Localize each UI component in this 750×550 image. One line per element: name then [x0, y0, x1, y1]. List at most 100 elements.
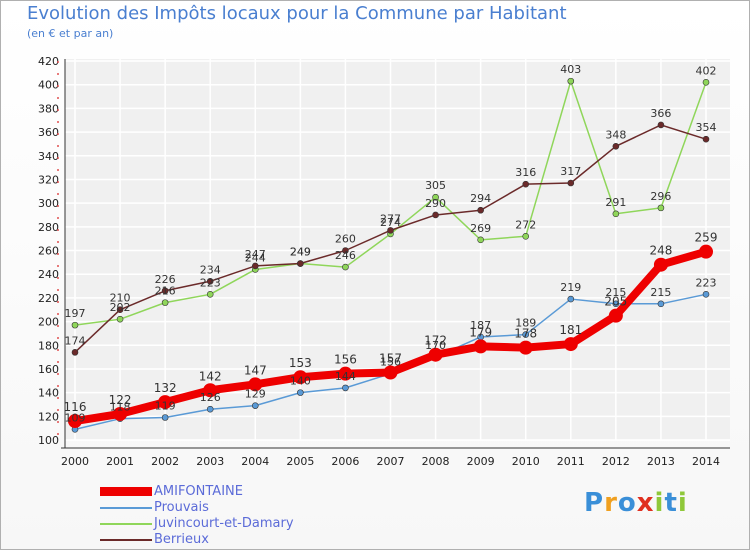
data-point: [702, 135, 710, 143]
data-label: 290: [425, 197, 446, 210]
data-label: 187: [470, 319, 491, 332]
data-label: 223: [200, 276, 221, 289]
data-label: 122: [109, 393, 132, 407]
data-point: [68, 414, 82, 429]
data-label: 316: [515, 166, 536, 179]
data-point: [473, 339, 488, 354]
data-label: 181: [559, 323, 582, 337]
data-point: [116, 315, 124, 323]
data-point: [203, 383, 218, 398]
data-point: [612, 142, 620, 150]
y-tick-label: 240: [38, 268, 59, 281]
y-tick-label: 300: [38, 197, 59, 210]
data-point: [206, 291, 214, 298]
data-label: 170: [425, 339, 446, 352]
data-point: [563, 337, 578, 352]
data-point: [297, 260, 304, 267]
data-label: 403: [560, 63, 581, 76]
x-tick-label: 2007: [377, 455, 405, 468]
data-label: 147: [244, 363, 267, 377]
data-label: 260: [335, 233, 356, 246]
data-point: [653, 257, 668, 272]
legend-swatch-prouvais: [100, 507, 152, 509]
data-point: [567, 295, 575, 303]
data-point: [699, 244, 713, 259]
data-label: 402: [696, 64, 717, 77]
data-label: 272: [515, 218, 536, 231]
data-label: 291: [605, 196, 626, 209]
data-point: [432, 211, 439, 219]
data-label: 153: [289, 356, 312, 370]
data-point: [432, 193, 439, 201]
data-label: 119: [155, 399, 176, 412]
data-point: [702, 79, 710, 86]
data-label: 305: [425, 179, 446, 192]
data-label: 348: [605, 128, 626, 141]
chart-title: Evolution des Impôts locaux pour la Comm…: [27, 3, 567, 24]
data-point: [338, 366, 353, 381]
data-label: 156: [380, 356, 401, 369]
data-point: [161, 299, 169, 306]
y-tick-label: 320: [38, 173, 59, 186]
legend-label-prouvais: Prouvais: [154, 500, 209, 515]
data-label: 126: [200, 391, 221, 404]
legend-item-amifontaine: AMIFONTAINE: [100, 484, 360, 500]
data-point: [342, 384, 349, 392]
data-point: [522, 232, 530, 240]
data-point: [522, 331, 530, 338]
chart-subtitle: (en € et par an): [27, 27, 114, 40]
data-label: 142: [199, 369, 222, 383]
data-point: [293, 370, 308, 385]
data-point: [702, 291, 710, 298]
data-label: 132: [154, 381, 177, 395]
data-point: [477, 206, 484, 214]
data-label: 189: [515, 317, 536, 330]
data-point: [612, 210, 620, 218]
y-tick-label: 340: [38, 150, 59, 163]
data-label: 109: [65, 411, 86, 424]
data-label: 156: [334, 353, 357, 367]
data-label: 296: [650, 190, 671, 203]
plot-area: [65, 59, 730, 440]
data-label: 317: [560, 165, 581, 178]
y-tick-label: 260: [38, 245, 59, 258]
y-tick-label: 380: [38, 102, 59, 115]
data-label: 178: [514, 327, 537, 341]
data-label: 294: [470, 192, 491, 205]
data-label: 140: [290, 375, 311, 388]
data-label: 269: [470, 222, 491, 235]
x-tick-label: 2012: [602, 455, 630, 468]
y-tick-label: 180: [38, 339, 59, 352]
data-label: 246: [335, 249, 356, 262]
data-label: 172: [424, 334, 447, 348]
data-point: [657, 300, 665, 308]
data-point: [612, 300, 620, 308]
data-label: 118: [110, 401, 131, 414]
x-tick-label: 2013: [647, 455, 675, 468]
data-label: 197: [65, 307, 86, 320]
y-tick-label: 120: [38, 410, 59, 423]
data-label: 223: [696, 276, 717, 289]
data-point: [567, 179, 575, 187]
data-label: 244: [245, 251, 266, 264]
data-point: [251, 262, 259, 270]
data-label: 226: [155, 273, 176, 286]
legend-label-berrieux: Berrieux: [154, 532, 209, 547]
x-tick-label: 2005: [286, 455, 314, 468]
data-point: [342, 247, 349, 254]
data-point: [383, 365, 398, 380]
proxiti-logo: Proxiti: [584, 488, 688, 518]
data-label: 354: [696, 121, 717, 134]
y-tick-label: 420: [38, 55, 59, 68]
data-point: [297, 389, 304, 396]
data-point: [477, 236, 484, 244]
data-label: 366: [650, 107, 671, 120]
x-tick-label: 2004: [241, 455, 269, 468]
data-label: 234: [200, 263, 221, 276]
y-tick-label: 400: [38, 79, 59, 92]
legend-item-juvincourt: Juvincourt-et-Damary: [100, 516, 360, 532]
data-label: 174: [65, 334, 86, 347]
y-tick-label: 200: [38, 316, 59, 329]
data-point: [251, 402, 259, 409]
data-label: 215: [605, 286, 626, 299]
